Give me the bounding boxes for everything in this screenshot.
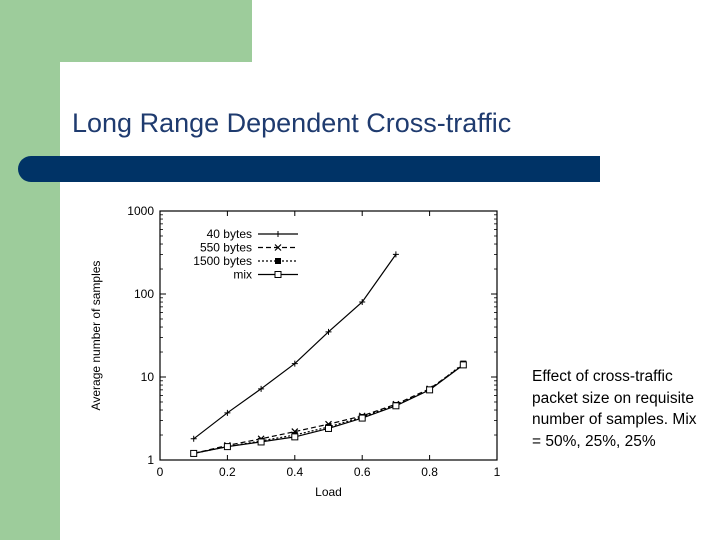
legend-label: mix bbox=[233, 268, 252, 282]
x-tick-label: 0.4 bbox=[286, 465, 303, 479]
y-tick-label: 1000 bbox=[127, 204, 154, 218]
data-point bbox=[291, 433, 299, 441]
y-tick-label: 10 bbox=[141, 370, 155, 384]
data-point bbox=[426, 386, 434, 394]
legend-label: 40 bytes bbox=[207, 227, 252, 241]
data-point bbox=[358, 414, 366, 422]
series-line bbox=[193, 364, 464, 454]
data-point bbox=[257, 438, 265, 446]
data-point bbox=[223, 443, 231, 451]
series-line bbox=[193, 254, 397, 440]
series-line bbox=[193, 364, 464, 454]
x-tick-label: 0.2 bbox=[219, 465, 236, 479]
data-point bbox=[459, 361, 467, 369]
data-point bbox=[325, 328, 332, 335]
data-point bbox=[190, 449, 198, 457]
legend-label: 550 bytes bbox=[200, 241, 252, 255]
plot-area-frame bbox=[159, 210, 498, 461]
data-point bbox=[258, 385, 265, 392]
data-point bbox=[291, 360, 298, 367]
legend-label: 1500 bytes bbox=[193, 254, 252, 268]
data-point bbox=[325, 424, 332, 432]
data-point bbox=[275, 231, 281, 237]
figure-caption: Effect of cross-traffic packet size on r… bbox=[532, 368, 697, 450]
slide-title: Long Range Dependent Cross-traffic bbox=[72, 108, 512, 138]
series-mix bbox=[190, 361, 467, 457]
data-point bbox=[392, 402, 400, 410]
left-green-band bbox=[0, 0, 60, 540]
data-point bbox=[359, 299, 366, 306]
series-40-bytes bbox=[190, 251, 399, 442]
data-point bbox=[190, 435, 197, 442]
data-point bbox=[224, 409, 231, 416]
series-1500-bytes bbox=[190, 360, 467, 457]
y-axis-label: Average number of samples bbox=[89, 261, 103, 411]
y-tick-label: 1 bbox=[147, 453, 154, 467]
title-underline-bar bbox=[18, 156, 600, 182]
x-axis-label: Load bbox=[315, 485, 342, 499]
data-point bbox=[274, 271, 282, 278]
x-tick-label: 0 bbox=[157, 465, 164, 479]
x-tick-label: 1 bbox=[494, 465, 501, 479]
x-tick-label: 0.8 bbox=[421, 465, 438, 479]
top-green-block bbox=[60, 0, 252, 62]
data-point bbox=[392, 251, 399, 258]
y-tick-label: 100 bbox=[134, 287, 154, 301]
data-point bbox=[275, 258, 281, 264]
data-point bbox=[274, 244, 282, 251]
x-tick-label: 0.6 bbox=[354, 465, 371, 479]
